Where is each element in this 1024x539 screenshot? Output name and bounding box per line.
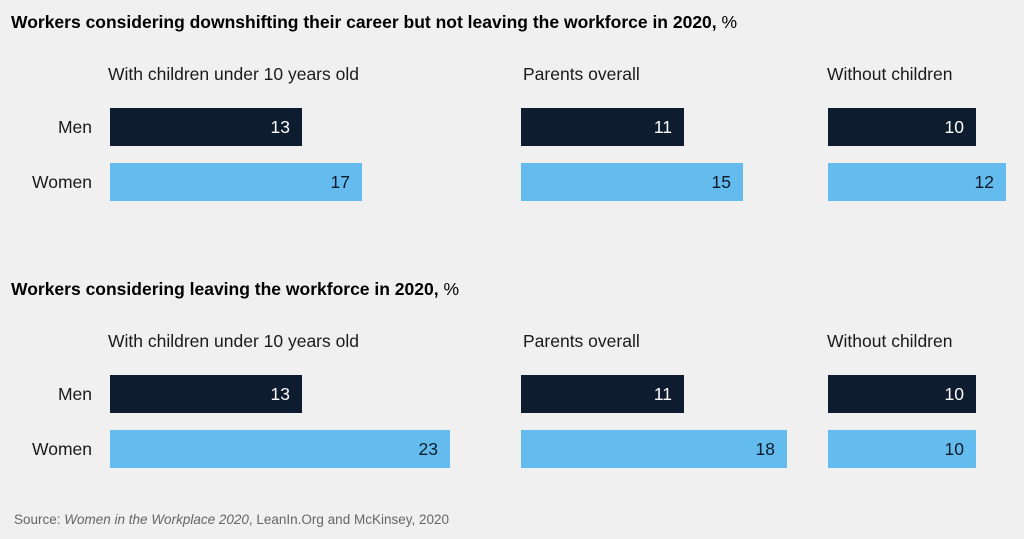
source-note: Source: Women in the Workplace 2020, Lea… xyxy=(14,512,449,527)
bar-value-label: 10 xyxy=(944,383,964,404)
panel-title: Parents overall xyxy=(523,331,640,351)
chart-title-unit: % xyxy=(438,279,460,299)
source-prefix: Source: xyxy=(14,512,65,527)
row-label-women: Women xyxy=(32,172,92,192)
panel-title: With children under 10 years old xyxy=(108,64,359,84)
source-rest: , LeanIn.Org and McKinsey, 2020 xyxy=(248,512,449,527)
chart-section: Workers considering leaving the workforc… xyxy=(0,267,1024,527)
bar-women: 10 xyxy=(828,430,976,468)
row-label-women: Women xyxy=(32,439,92,459)
bar-value-label: 23 xyxy=(418,438,438,459)
row-label-men: Men xyxy=(57,384,92,404)
bar-men: 13 xyxy=(110,375,302,413)
chart-title-unit: % xyxy=(716,12,738,32)
bar-value-label: 17 xyxy=(330,171,350,192)
panel-title: Parents overall xyxy=(523,64,640,84)
bar-value-label: 13 xyxy=(270,383,290,404)
source-publication: Women in the Workplace 2020 xyxy=(64,512,249,527)
chart-section: Workers considering downshifting their c… xyxy=(0,0,1024,260)
bar-men: 10 xyxy=(828,375,976,413)
chart-title: Workers considering downshifting their c… xyxy=(11,12,737,33)
bar-value-label: 10 xyxy=(944,438,964,459)
bar-women: 12 xyxy=(828,163,1006,201)
bar-women: 15 xyxy=(521,163,743,201)
bar-women: 17 xyxy=(110,163,362,201)
bar-value-label: 11 xyxy=(653,383,672,404)
bar-value-label: 15 xyxy=(711,171,731,192)
bar-men: 11 xyxy=(521,375,684,413)
bar-women: 23 xyxy=(110,430,450,468)
bar-men: 13 xyxy=(110,108,302,146)
chart-title-text: Workers considering downshifting their c… xyxy=(11,12,717,32)
row-label-men: Men xyxy=(57,117,92,137)
bar-women: 18 xyxy=(521,430,787,468)
bar-men: 11 xyxy=(521,108,684,146)
bar-value-label: 13 xyxy=(270,116,290,137)
bar-men: 10 xyxy=(828,108,976,146)
panel-title: Without children xyxy=(827,64,953,84)
chart-title: Workers considering leaving the workforc… xyxy=(11,279,459,300)
bar-value-label: 11 xyxy=(653,116,672,137)
panel-title: Without children xyxy=(827,331,953,351)
chart-title-text: Workers considering leaving the workforc… xyxy=(11,279,439,299)
panel-title: With children under 10 years old xyxy=(108,331,359,351)
bar-value-label: 12 xyxy=(974,171,994,192)
bar-value-label: 10 xyxy=(944,116,964,137)
bar-value-label: 18 xyxy=(755,438,775,459)
